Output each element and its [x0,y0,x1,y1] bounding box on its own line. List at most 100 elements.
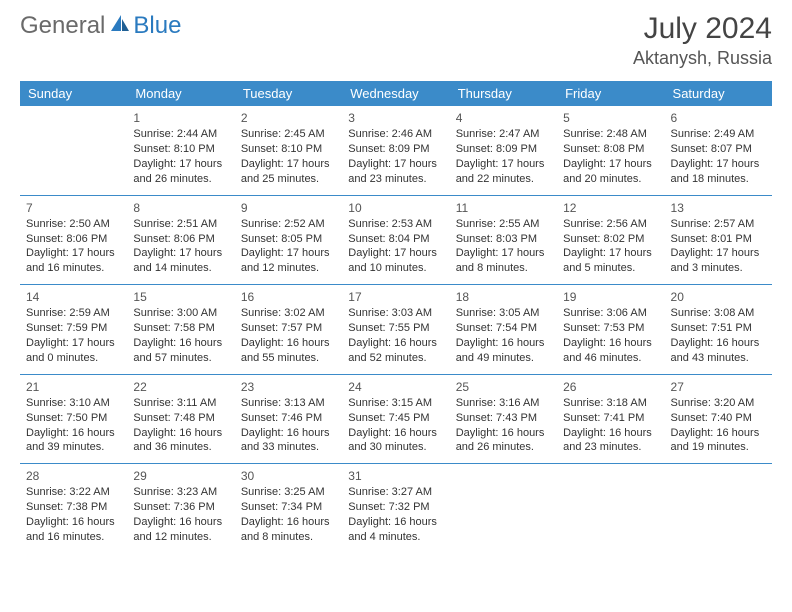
daylight-text: Daylight: 17 hoursand 18 minutes. [671,157,766,187]
weekday-header: Saturday [665,81,772,106]
daylight-text: Daylight: 16 hoursand 57 minutes. [133,336,228,366]
sunrise-text: Sunrise: 2:59 AM [26,306,121,321]
sunset-text: Sunset: 8:04 PM [348,232,443,247]
sunset-text: Sunset: 8:05 PM [241,232,336,247]
sunset-text: Sunset: 7:41 PM [563,411,658,426]
sunset-text: Sunset: 7:38 PM [26,500,121,515]
calendar-cell: 15Sunrise: 3:00 AMSunset: 7:58 PMDayligh… [127,285,234,375]
sunset-text: Sunset: 7:45 PM [348,411,443,426]
daylight-text: Daylight: 16 hoursand 43 minutes. [671,336,766,366]
day-number: 1 [133,110,228,126]
calendar-cell: 17Sunrise: 3:03 AMSunset: 7:55 PMDayligh… [342,285,449,375]
daylight-text: Daylight: 17 hoursand 23 minutes. [348,157,443,187]
sunrise-text: Sunrise: 2:47 AM [456,127,551,142]
calendar-header: SundayMondayTuesdayWednesdayThursdayFrid… [20,81,772,106]
logo: General Blue [20,12,181,40]
day-number: 13 [671,200,766,216]
day-number: 18 [456,289,551,305]
sunset-text: Sunset: 7:48 PM [133,411,228,426]
sunset-text: Sunset: 7:34 PM [241,500,336,515]
sunrise-text: Sunrise: 3:25 AM [241,485,336,500]
daylight-text: Daylight: 17 hoursand 3 minutes. [671,246,766,276]
sunset-text: Sunset: 8:09 PM [456,142,551,157]
calendar-cell: 6Sunrise: 2:49 AMSunset: 8:07 PMDaylight… [665,106,772,195]
sunrise-text: Sunrise: 3:03 AM [348,306,443,321]
calendar-cell: 28Sunrise: 3:22 AMSunset: 7:38 PMDayligh… [20,464,127,553]
weekday-header: Friday [557,81,664,106]
sunset-text: Sunset: 8:01 PM [671,232,766,247]
daylight-text: Daylight: 17 hoursand 16 minutes. [26,246,121,276]
sunrise-text: Sunrise: 3:13 AM [241,396,336,411]
sunset-text: Sunset: 7:54 PM [456,321,551,336]
weekday-header: Wednesday [342,81,449,106]
daylight-text: Daylight: 16 hoursand 55 minutes. [241,336,336,366]
sunset-text: Sunset: 7:36 PM [133,500,228,515]
day-number: 17 [348,289,443,305]
sunrise-text: Sunrise: 2:51 AM [133,217,228,232]
calendar-cell [20,106,127,195]
calendar-cell: 26Sunrise: 3:18 AMSunset: 7:41 PMDayligh… [557,374,664,464]
calendar-cell: 14Sunrise: 2:59 AMSunset: 7:59 PMDayligh… [20,285,127,375]
sunrise-text: Sunrise: 3:22 AM [26,485,121,500]
daylight-text: Daylight: 16 hoursand 46 minutes. [563,336,658,366]
sunset-text: Sunset: 7:32 PM [348,500,443,515]
weekday-header: Monday [127,81,234,106]
sunrise-text: Sunrise: 3:00 AM [133,306,228,321]
calendar-cell: 2Sunrise: 2:45 AMSunset: 8:10 PMDaylight… [235,106,342,195]
daylight-text: Daylight: 17 hoursand 8 minutes. [456,246,551,276]
daylight-text: Daylight: 16 hoursand 19 minutes. [671,426,766,456]
daylight-text: Daylight: 17 hoursand 5 minutes. [563,246,658,276]
weekday-header: Sunday [20,81,127,106]
day-number: 21 [26,379,121,395]
month-title: July 2024 [633,12,772,46]
calendar-cell: 23Sunrise: 3:13 AMSunset: 7:46 PMDayligh… [235,374,342,464]
sunset-text: Sunset: 8:10 PM [241,142,336,157]
sunrise-text: Sunrise: 3:15 AM [348,396,443,411]
sunrise-text: Sunrise: 2:53 AM [348,217,443,232]
sunrise-text: Sunrise: 2:55 AM [456,217,551,232]
sunrise-text: Sunrise: 2:45 AM [241,127,336,142]
daylight-text: Daylight: 16 hoursand 52 minutes. [348,336,443,366]
calendar-cell: 16Sunrise: 3:02 AMSunset: 7:57 PMDayligh… [235,285,342,375]
sunset-text: Sunset: 7:57 PM [241,321,336,336]
calendar-cell: 21Sunrise: 3:10 AMSunset: 7:50 PMDayligh… [20,374,127,464]
day-number: 3 [348,110,443,126]
sunset-text: Sunset: 7:53 PM [563,321,658,336]
calendar-cell [450,464,557,553]
day-number: 30 [241,468,336,484]
sunset-text: Sunset: 8:03 PM [456,232,551,247]
daylight-text: Daylight: 17 hoursand 26 minutes. [133,157,228,187]
sunset-text: Sunset: 8:08 PM [563,142,658,157]
sunset-text: Sunset: 7:43 PM [456,411,551,426]
day-number: 24 [348,379,443,395]
daylight-text: Daylight: 16 hoursand 26 minutes. [456,426,551,456]
day-number: 26 [563,379,658,395]
sunrise-text: Sunrise: 3:02 AM [241,306,336,321]
calendar-cell: 5Sunrise: 2:48 AMSunset: 8:08 PMDaylight… [557,106,664,195]
calendar-cell: 27Sunrise: 3:20 AMSunset: 7:40 PMDayligh… [665,374,772,464]
calendar-cell [665,464,772,553]
daylight-text: Daylight: 17 hoursand 20 minutes. [563,157,658,187]
calendar-cell: 20Sunrise: 3:08 AMSunset: 7:51 PMDayligh… [665,285,772,375]
day-number: 27 [671,379,766,395]
sunset-text: Sunset: 8:06 PM [133,232,228,247]
sunset-text: Sunset: 8:02 PM [563,232,658,247]
sunset-text: Sunset: 7:50 PM [26,411,121,426]
sunrise-text: Sunrise: 3:05 AM [456,306,551,321]
daylight-text: Daylight: 17 hoursand 0 minutes. [26,336,121,366]
weekday-header: Tuesday [235,81,342,106]
calendar-cell: 29Sunrise: 3:23 AMSunset: 7:36 PMDayligh… [127,464,234,553]
day-number: 5 [563,110,658,126]
daylight-text: Daylight: 16 hoursand 8 minutes. [241,515,336,545]
day-number: 6 [671,110,766,126]
daylight-text: Daylight: 16 hoursand 39 minutes. [26,426,121,456]
sail-icon [109,12,131,40]
day-number: 28 [26,468,121,484]
day-number: 2 [241,110,336,126]
calendar-cell: 31Sunrise: 3:27 AMSunset: 7:32 PMDayligh… [342,464,449,553]
title-block: July 2024 Aktanysh, Russia [633,12,772,69]
sunrise-text: Sunrise: 3:10 AM [26,396,121,411]
daylight-text: Daylight: 16 hoursand 33 minutes. [241,426,336,456]
header: General Blue July 2024 Aktanysh, Russia [20,12,772,69]
day-number: 11 [456,200,551,216]
